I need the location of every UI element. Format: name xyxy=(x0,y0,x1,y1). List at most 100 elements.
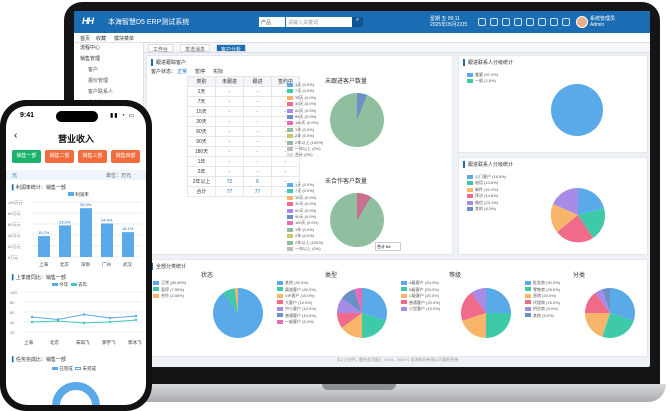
grid-icon[interactable] xyxy=(478,18,486,26)
legend-item[interactable]: 电话 (14.8%) xyxy=(467,180,506,186)
menu-modules[interactable]: 模块菜单 xyxy=(114,36,135,42)
legend-item[interactable]: 30天 (0.0%) xyxy=(287,201,323,207)
dept2-button[interactable]: 销售二部 xyxy=(45,150,74,163)
legend-item[interactable]: 微信 (23.1%) xyxy=(467,200,506,206)
legend-item[interactable]: VIP客户 (15.0%) xyxy=(277,293,316,300)
user-info[interactable]: 系统管理员 Admin xyxy=(590,16,615,28)
table-cell[interactable]: 77 xyxy=(215,186,244,197)
dept3-button[interactable]: 销售三部 xyxy=(78,150,107,163)
tab-messages[interactable]: 发送消息 xyxy=(180,44,211,53)
table-cell[interactable]: - xyxy=(243,106,272,117)
table-cell[interactable]: - xyxy=(243,126,272,137)
search-icon[interactable]: ⌕ xyxy=(352,17,363,27)
legend-item[interactable]: 普通客户 (10.0%) xyxy=(277,313,316,320)
legend-item[interactable]: 90天 (0.0%) xyxy=(287,214,323,220)
legend-item[interactable]: 拜访 (14.8%) xyxy=(467,193,506,199)
table-cell[interactable]: - xyxy=(215,126,244,137)
legend-item[interactable]: 180天 (0.0%) xyxy=(287,220,323,226)
legend-item[interactable]: B级客户 (25.0%) xyxy=(401,287,440,294)
menu-home[interactable]: 首页 xyxy=(80,36,91,42)
dept1-button[interactable]: 销售一部 xyxy=(12,150,41,163)
legend-item[interactable]: 合作 (2.06%) xyxy=(153,293,186,300)
legend-item[interactable]: 一年以上 (0%) xyxy=(287,146,323,152)
table-cell[interactable]: - xyxy=(243,146,272,157)
legend-item[interactable]: 供应商 (5.0%) xyxy=(525,306,560,313)
legend-item[interactable]: 其他 (8.3%) xyxy=(467,206,506,212)
legend-item[interactable]: C级客户 (20.0%) xyxy=(401,293,440,300)
table-cell[interactable]: - xyxy=(243,96,272,107)
table-cell[interactable]: - xyxy=(215,156,244,167)
legend-item[interactable]: 2年以上 (100%) xyxy=(287,240,323,246)
legend-item[interactable]: 中小客户 (10.0%) xyxy=(277,306,316,313)
legend-item[interactable]: 正常 (89.99%) xyxy=(153,280,186,287)
legend-item[interactable]: 其他 (30.0%) xyxy=(277,280,316,287)
mail-icon[interactable] xyxy=(538,18,546,26)
legend-item[interactable]: 30天 (0.0%) xyxy=(287,101,323,107)
legend-item[interactable]: 1天 (0.0%) xyxy=(287,182,323,188)
legend-item[interactable]: 渠道客户 (20.0%) xyxy=(277,287,316,294)
bell-icon[interactable] xyxy=(490,18,498,26)
legend-item[interactable]: 代理商 (15.0%) xyxy=(525,300,560,307)
table-cell[interactable]: - xyxy=(271,186,300,197)
table-cell[interactable]: 72 xyxy=(215,176,244,187)
table-cell[interactable]: - xyxy=(215,96,244,107)
table-cell[interactable]: 77 xyxy=(243,186,272,197)
lock-icon[interactable] xyxy=(502,18,510,26)
legend-item[interactable]: 小型客户 (10.0%) xyxy=(401,306,440,313)
table-cell[interactable]: - xyxy=(215,86,244,97)
tab-customer-analysis[interactable]: 客户分析 xyxy=(216,44,247,53)
tab-workbench[interactable]: 工作台 xyxy=(148,44,174,53)
filter-left[interactable]: 元 xyxy=(12,173,18,179)
shield-icon[interactable] xyxy=(514,18,522,26)
legend-item[interactable]: 1天 (0.0%) xyxy=(287,82,323,88)
legend-item[interactable]: 暂停 (7.95%) xyxy=(153,287,186,294)
legend-item[interactable]: 2年以上 (100%) xyxy=(287,140,323,146)
legend-item[interactable]: 90天 (0.0%) xyxy=(287,114,323,120)
sidebar-item[interactable]: 报价管理 xyxy=(88,78,109,84)
legend-item[interactable]: A级客户 (25.0%) xyxy=(401,280,440,287)
sidebar-item[interactable]: 销售管理 xyxy=(80,56,101,62)
chat-icon[interactable] xyxy=(550,18,558,26)
legend-item[interactable]: 一年以上 (0%) xyxy=(287,246,323,252)
legend-item[interactable]: 一般客户 (5.0%) xyxy=(277,319,316,326)
legend-item[interactable]: 合计 (0%) xyxy=(287,152,323,158)
table-cell[interactable]: - xyxy=(271,166,300,177)
legend-item[interactable]: 其他 (5.0%) xyxy=(525,313,560,320)
legend-item[interactable]: 7天 (0.0%) xyxy=(287,88,323,94)
legend-item[interactable]: 15天 (0.0%) xyxy=(287,95,323,101)
table-cell[interactable]: - xyxy=(243,166,272,177)
legend-item[interactable]: 1年 (0.0%) xyxy=(287,127,323,133)
menu-favorites[interactable]: 收藏 xyxy=(96,36,107,42)
fullscreen-icon[interactable] xyxy=(562,18,570,26)
table-cell[interactable]: 6 xyxy=(243,176,272,187)
filter-normal[interactable]: 正常 xyxy=(177,69,188,75)
legend-item[interactable]: 60天 (0.0%) xyxy=(287,208,323,214)
sidebar-item[interactable]: 流程中心 xyxy=(80,45,101,51)
legend-item[interactable]: 公门客户 (18.5%) xyxy=(467,174,506,180)
avatar[interactable] xyxy=(576,16,588,28)
table-cell[interactable]: - xyxy=(215,166,244,177)
table-cell[interactable]: - xyxy=(243,116,272,127)
legend-item[interactable]: 邮件 (20.4%) xyxy=(467,187,506,193)
settings-icon[interactable] xyxy=(526,18,534,26)
legend-item[interactable]: 零售商 (25.0%) xyxy=(525,287,560,294)
legend-item[interactable]: 180天 (0.0%) xyxy=(287,120,323,126)
table-cell[interactable]: - xyxy=(243,136,272,147)
legend-item[interactable]: 批发商 (30.0%) xyxy=(525,280,560,287)
table-cell[interactable]: - xyxy=(215,146,244,157)
legend-item[interactable]: 2年 (0.0%) xyxy=(287,233,323,239)
table-cell[interactable]: - xyxy=(215,106,244,117)
legend-item[interactable]: 大客户 (10.0%) xyxy=(277,300,316,307)
legend-item[interactable]: 7天 (0.0%) xyxy=(287,188,323,194)
legend-item[interactable]: 1年 (0.0%) xyxy=(287,227,323,233)
legend-item[interactable]: 15天 (0.0%) xyxy=(287,195,323,201)
table-cell[interactable]: - xyxy=(215,136,244,147)
dept4-button[interactable]: 销售四部 xyxy=(111,150,140,163)
legend-item[interactable]: 2年 (0.0%) xyxy=(287,133,323,139)
sidebar-item[interactable]: 客户 xyxy=(88,67,99,73)
search-input[interactable]: 请输入关键词 xyxy=(286,17,352,27)
sidebar-item[interactable]: 客户联系人 xyxy=(88,89,114,95)
legend-item[interactable]: 重要 (97.4%) xyxy=(467,72,498,78)
legend-item[interactable]: 普通客户 (20.0%) xyxy=(401,300,440,307)
table-cell[interactable]: - xyxy=(243,156,272,167)
